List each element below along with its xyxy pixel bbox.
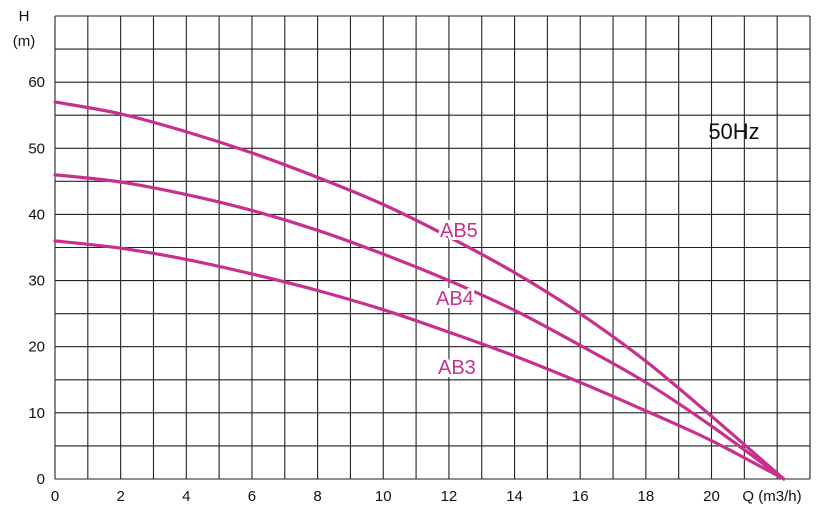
- y-axis-label-unit: (m): [13, 33, 36, 50]
- x-tick-label: 10: [375, 488, 392, 505]
- y-axis-label-h: H: [19, 8, 30, 25]
- series-label-ab3: AB3: [438, 357, 476, 379]
- y-tick-label: 60: [28, 74, 45, 91]
- y-tick-label: 20: [28, 339, 45, 356]
- frequency-annotation: 50Hz: [708, 119, 759, 144]
- x-tick-label: 6: [248, 488, 256, 505]
- y-tick-label: 0: [37, 471, 45, 488]
- x-tick-label: 0: [51, 488, 59, 505]
- series-line-ab5: [53, 100, 786, 481]
- x-tick-label: 8: [313, 488, 321, 505]
- x-axis-label: Q (m3/h): [742, 488, 801, 505]
- series-label-ab5: AB5: [440, 220, 478, 242]
- y-tick-label: 50: [28, 140, 45, 157]
- y-tick-label: 40: [28, 206, 45, 223]
- x-tick-label: 4: [182, 488, 190, 505]
- x-tick-label: 2: [116, 488, 124, 505]
- series-label-halo: AB5: [440, 220, 478, 242]
- series-line-ab4: [53, 173, 786, 481]
- series-line-ab3: [53, 239, 786, 481]
- y-tick-label: 10: [28, 405, 45, 422]
- x-tick-label: 14: [506, 488, 523, 505]
- x-tick-label: 16: [572, 488, 589, 505]
- series-label-halo: AB3: [438, 357, 476, 379]
- series-curves: [53, 100, 786, 481]
- y-tick-label: 30: [28, 273, 45, 290]
- y-tick-labels: 0 10 20 30 40 50 60: [28, 74, 45, 488]
- series-label-halo: AB4: [436, 288, 474, 310]
- x-tick-label: 18: [638, 488, 655, 505]
- series-label-ab4: AB4: [436, 288, 474, 310]
- x-tick-label: 12: [441, 488, 458, 505]
- x-tick-labels: 0 2 4 6 8 10 12 14 16 18 20: [51, 488, 720, 505]
- x-tick-label: 20: [703, 488, 720, 505]
- chart-grid: [54, 15, 811, 480]
